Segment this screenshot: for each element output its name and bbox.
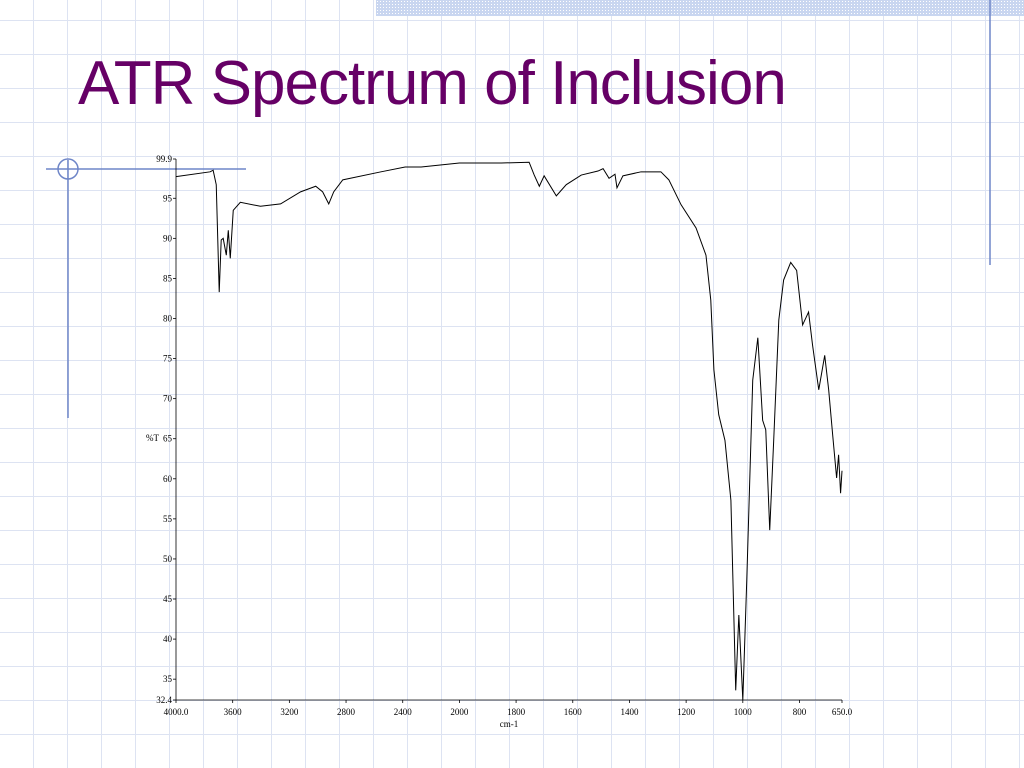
x-tick-label: 2800 <box>337 707 356 717</box>
y-tick-label: 60 <box>163 474 173 484</box>
top-bar <box>376 0 1024 16</box>
y-tick-label: 90 <box>163 233 173 243</box>
y-tick-label: 85 <box>163 273 173 283</box>
y-tick-label: 32.4 <box>156 695 172 705</box>
x-tick-label: 2400 <box>394 707 413 717</box>
x-tick-label: 3200 <box>280 707 299 717</box>
x-tick-label: 4000.0 <box>164 707 189 717</box>
x-tick-label: 1400 <box>620 707 639 717</box>
decor-circle <box>57 158 79 180</box>
y-tick-label: 65 <box>163 434 173 444</box>
y-tick-label: 99.9 <box>156 154 172 164</box>
x-tick-label: 1600 <box>564 707 583 717</box>
x-tick-label: 3600 <box>224 707 243 717</box>
y-tick-label: 50 <box>163 554 173 564</box>
y-tick-label: 75 <box>163 354 173 364</box>
x-tick-label: 650.0 <box>832 707 853 717</box>
y-tick-label: 70 <box>163 394 173 404</box>
y-tick-label: 45 <box>163 594 173 604</box>
x-tick-label: 1800 <box>507 707 526 717</box>
chart-title: ATR Spectrum of Inclusion <box>78 49 787 118</box>
x-tick-label: 800 <box>793 707 807 717</box>
x-tick-label: 1000 <box>734 707 753 717</box>
y-axis-label: %T <box>146 433 159 443</box>
x-tick-label: 1200 <box>677 707 696 717</box>
y-tick-label: 80 <box>163 313 173 323</box>
y-tick-label: 95 <box>163 193 173 203</box>
spectrum-line <box>175 161 843 701</box>
y-tick-label: 40 <box>163 634 173 644</box>
y-tick-label: 35 <box>163 674 173 684</box>
x-tick-label: 2000 <box>450 707 469 717</box>
x-axis-label: cm-1 <box>500 719 519 729</box>
y-tick-label: 55 <box>163 514 173 524</box>
